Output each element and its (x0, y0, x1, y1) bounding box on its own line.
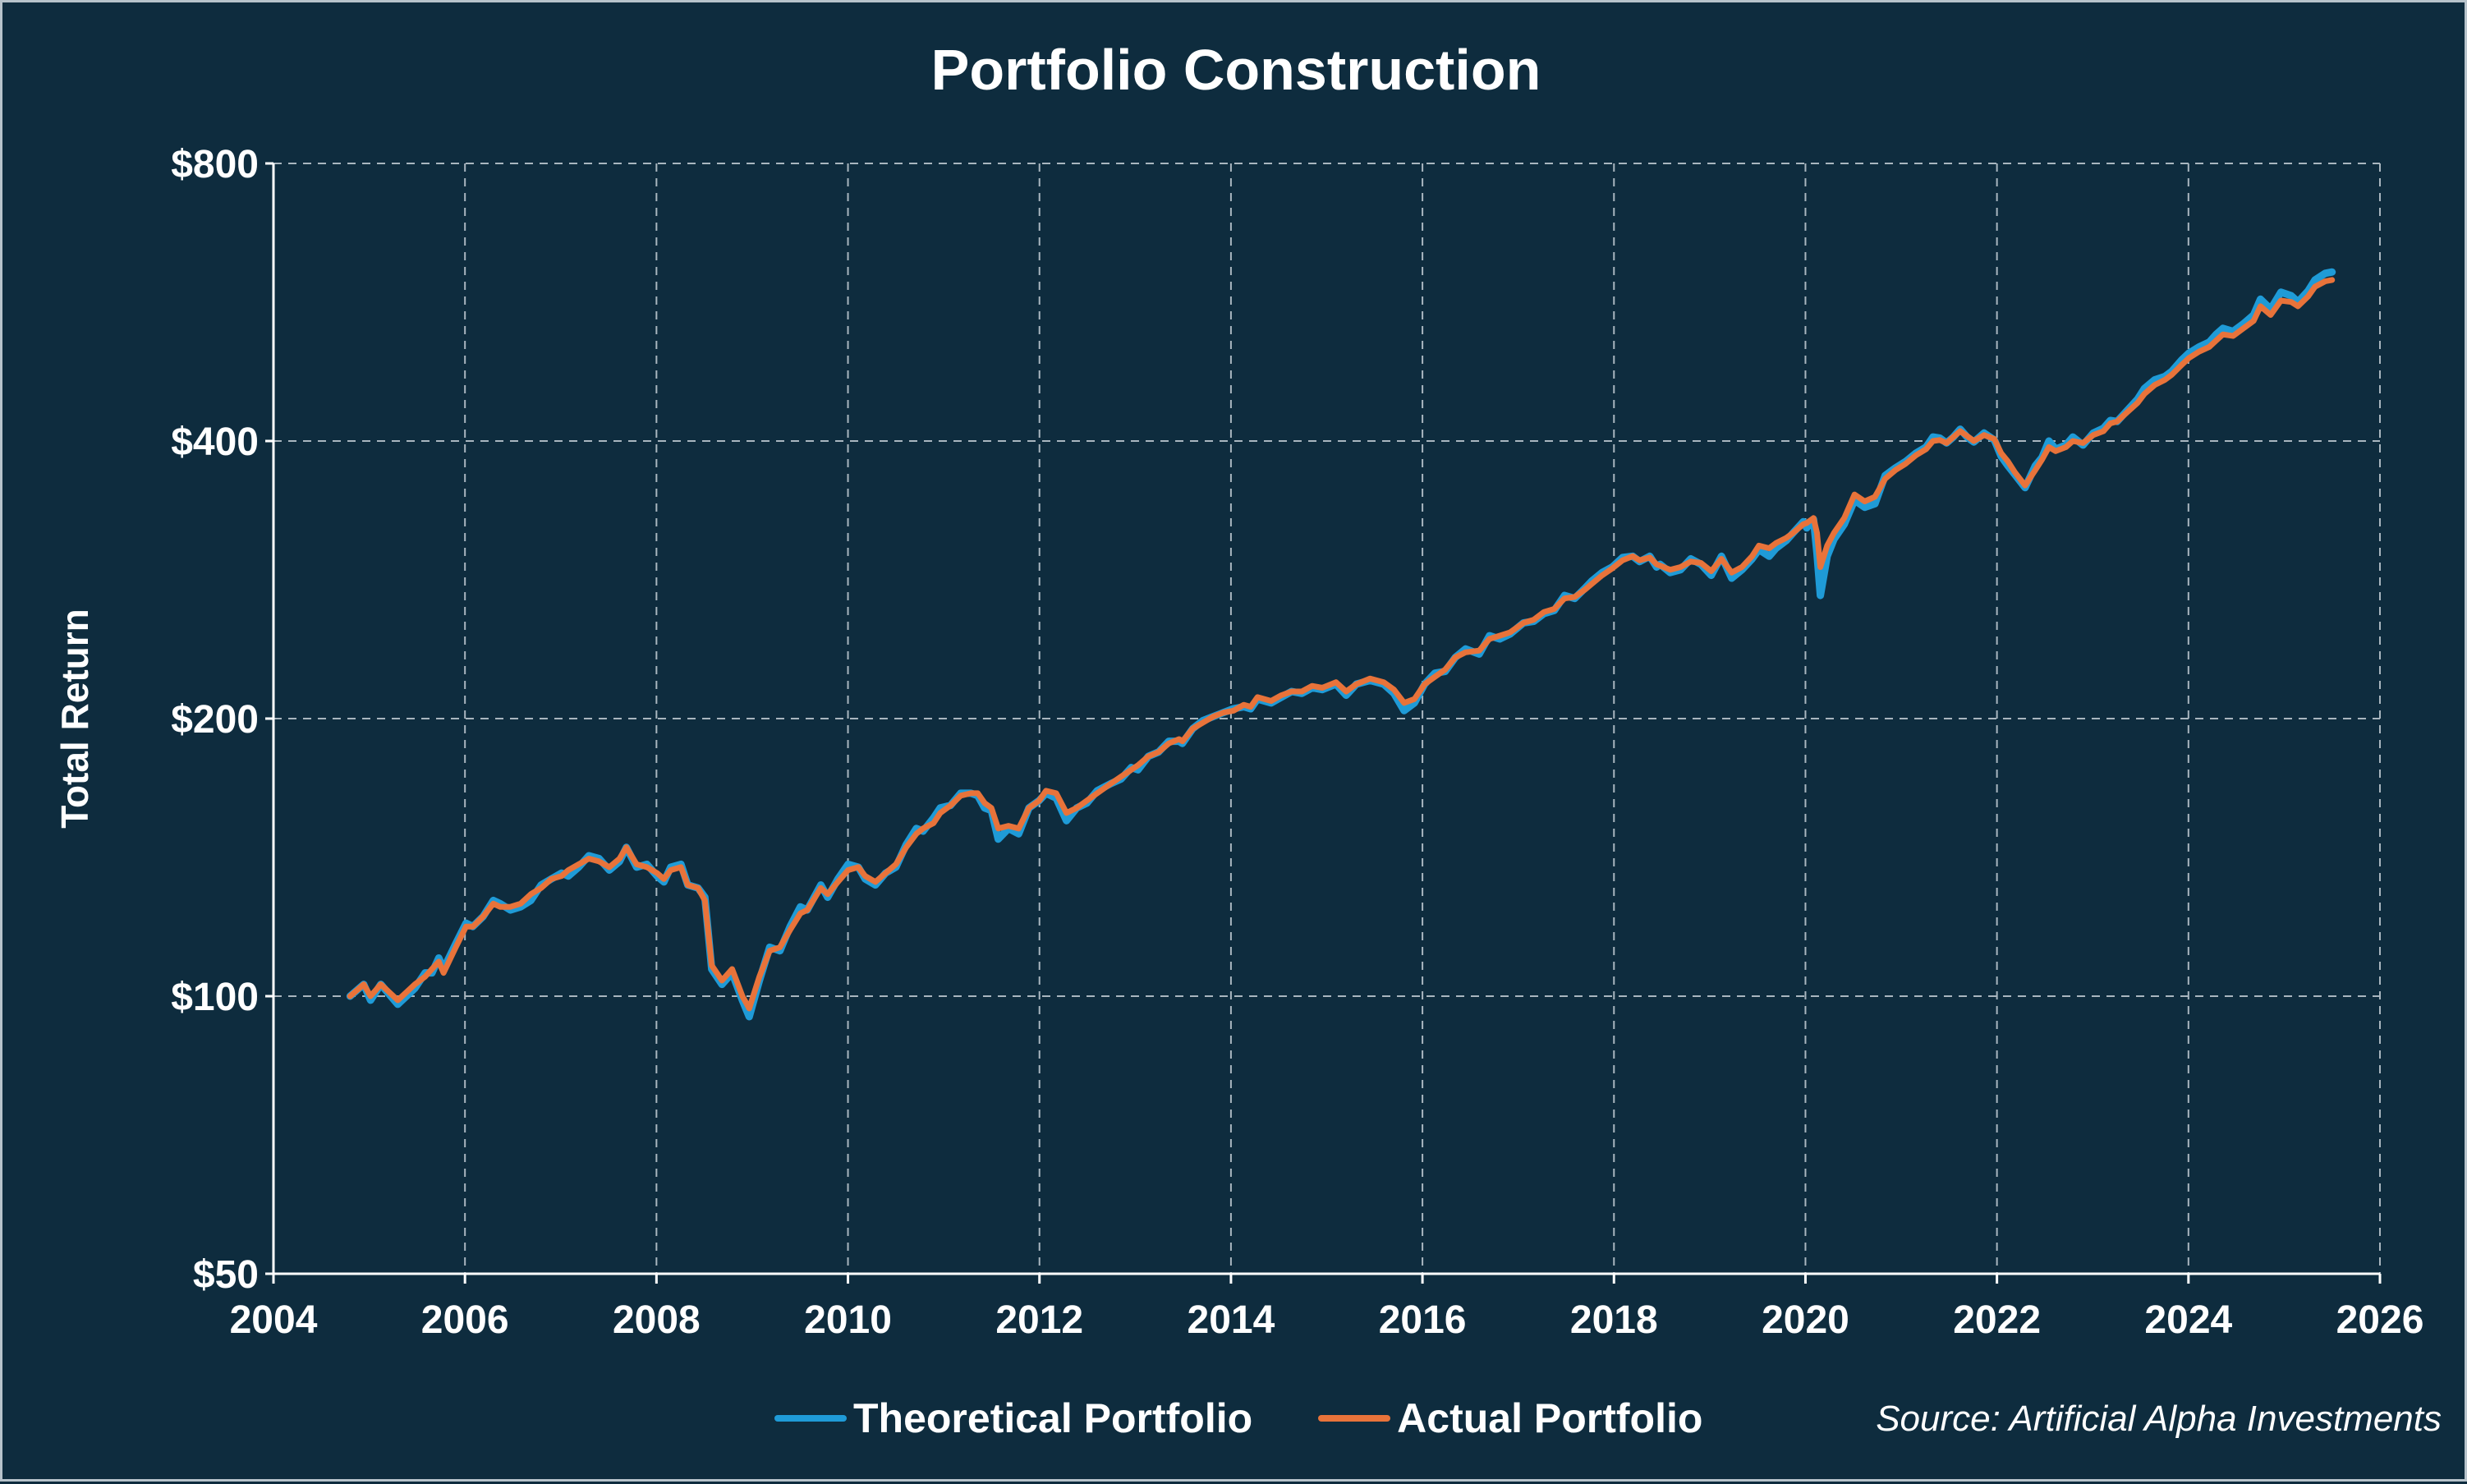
y-tick-label: $200 (171, 698, 259, 742)
x-tick-label: 2012 (995, 1298, 1083, 1342)
grid-layer (273, 163, 2381, 1274)
x-tick-label: 2026 (2336, 1298, 2424, 1342)
y-axis-title: Total Return (53, 609, 96, 828)
legend-item-actual[interactable]: Actual Portfolio (1318, 1394, 1702, 1442)
series-line-theoretical (346, 268, 2336, 1021)
legend: Theoretical Portfolio Actual Portfolio (774, 1394, 1768, 1442)
axis-layer: $50 $100 $200 $400 $800 2004 2006 2008 2010 2012 2… (171, 143, 2423, 1342)
chart-title: Portfolio Construction (930, 38, 1541, 102)
x-tick-label: 2008 (613, 1298, 701, 1342)
x-tick-label: 2004 (230, 1298, 318, 1342)
x-tick-label: 2006 (421, 1298, 509, 1342)
series-layer (346, 268, 2336, 1021)
legend-swatch-actual (1318, 1415, 1391, 1422)
x-tick-label: 2010 (804, 1298, 892, 1342)
x-tick-label: 2024 (2144, 1298, 2232, 1342)
x-tick-label: 2014 (1188, 1298, 1275, 1342)
legend-swatch-theoretical (774, 1415, 847, 1422)
legend-label-actual: Actual Portfolio (1397, 1395, 1703, 1441)
x-tick-label: 2016 (1379, 1298, 1467, 1342)
source-note: Source: Artificial Alpha Investments (1876, 1399, 2442, 1439)
x-tick-label: 2022 (1953, 1298, 2041, 1342)
legend-item-theoretical[interactable]: Theoretical Portfolio (774, 1394, 1252, 1442)
series-line-actual (347, 277, 2336, 1012)
legend-label-theoretical: Theoretical Portfolio (853, 1395, 1253, 1441)
y-tick-label: $50 (193, 1253, 259, 1297)
y-tick-label: $400 (171, 420, 259, 464)
x-tick-label: 2018 (1570, 1298, 1658, 1342)
y-tick-label: $800 (171, 143, 259, 186)
x-tick-label: 2020 (1762, 1298, 1849, 1342)
y-tick-label: $100 (171, 976, 259, 1019)
